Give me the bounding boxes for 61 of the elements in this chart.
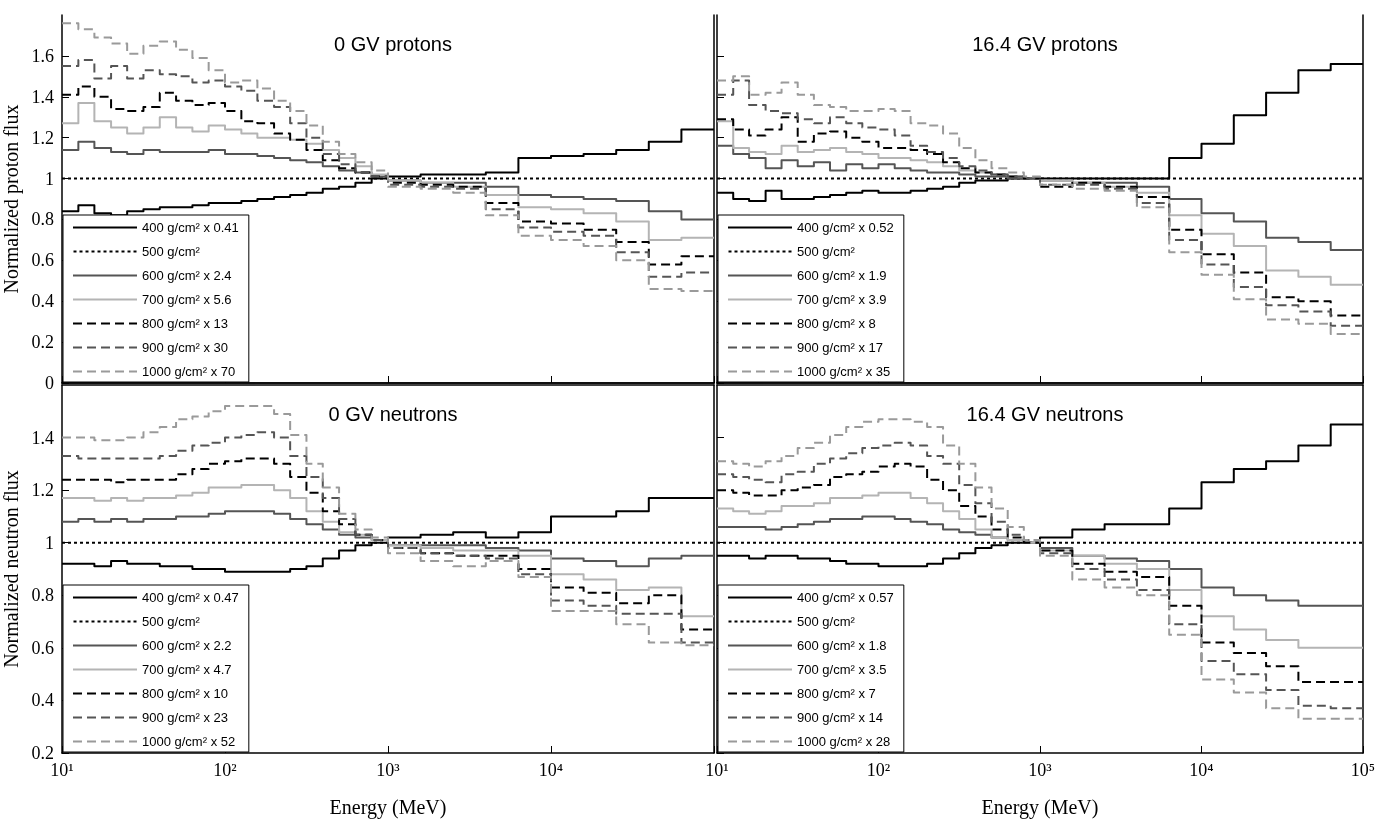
y-tick-label: 0 [45, 373, 54, 393]
y-tick-label: 1.6 [31, 45, 54, 66]
y-tick-label: 0.4 [31, 291, 54, 312]
legend-label: 600 g/cm² x 2.4 [142, 268, 232, 283]
legend-label: 700 g/cm² x 4.7 [142, 662, 232, 677]
text: 0 GV neutrons [328, 403, 458, 425]
y-tick-label: 1.2 [31, 480, 54, 501]
x-tick-label: 10¹ [50, 760, 74, 780]
legend-label: 1000 g/cm² x 28 [797, 734, 891, 749]
legend-label: 1000 g/cm² x 35 [797, 364, 891, 379]
y-tick-label: 0.8 [31, 209, 54, 230]
legend-label: 400 g/cm² x 0.41 [142, 220, 239, 235]
y-tick-label: 0.2 [31, 743, 54, 763]
y-tick-label: 0.6 [31, 637, 54, 658]
legend-label: 700 g/cm² x 3.5 [797, 662, 887, 677]
legend-label: 900 g/cm² x 14 [797, 710, 883, 725]
x-tick-label: 10² [866, 760, 891, 780]
legend-label: 1000 g/cm² x 70 [142, 364, 236, 379]
legend-label: 1000 g/cm² x 52 [142, 734, 236, 749]
y-axis-title: Normalized neutron flux [0, 470, 22, 668]
y-axis-title: Normalized proton flux [0, 104, 23, 294]
legend-label: 600 g/cm² x 2.2 [142, 638, 232, 653]
y-tick-label: 1 [45, 532, 54, 553]
legend-label: 500 g/cm² [797, 244, 856, 259]
legend-label: 800 g/cm² x 10 [142, 686, 228, 701]
y-tick-label: 0.8 [31, 585, 54, 606]
x-axis-title: Energy (MeV) [329, 796, 447, 819]
x-tick-label: 10³ [376, 760, 401, 780]
legend-label: 700 g/cm² x 3.9 [797, 292, 887, 307]
y-tick-label: 0.2 [31, 332, 54, 353]
legend-label: 500 g/cm² [797, 614, 856, 629]
legend-label: 400 g/cm² x 0.47 [142, 590, 239, 605]
legend-label: 900 g/cm² x 17 [797, 340, 883, 355]
legend-label: 800 g/cm² x 8 [797, 316, 876, 331]
y-tick-label: 1.2 [31, 127, 54, 148]
legend-label: 900 g/cm² x 30 [142, 340, 228, 355]
y-tick-label: 1.4 [31, 86, 54, 107]
x-tick-label: 10² [213, 760, 237, 780]
y-tick-label: 1 [45, 168, 54, 189]
legend-label: 900 g/cm² x 23 [142, 710, 228, 725]
text: 16.4 GV neutrons [966, 403, 1124, 425]
legend-label: 800 g/cm² x 7 [797, 686, 876, 701]
legend-label: 400 g/cm² x 0.52 [797, 220, 894, 235]
y-tick-label: 1.4 [31, 427, 54, 448]
legend-label: 600 g/cm² x 1.9 [797, 268, 887, 283]
legend-label: 700 g/cm² x 5.6 [142, 292, 232, 307]
y-tick-label: 0.4 [31, 690, 54, 711]
x-tick-label: 10⁴ [1189, 760, 1214, 780]
x-axis-title: Energy (MeV) [981, 796, 1099, 819]
legend-label: 500 g/cm² [142, 614, 201, 629]
text: 16.4 GV protons [972, 33, 1118, 55]
x-tick-label: 10¹ [705, 760, 729, 780]
legend-label: 600 g/cm² x 1.8 [797, 638, 887, 653]
y-tick-label: 0.6 [31, 250, 54, 271]
legend-label: 500 g/cm² [142, 244, 201, 259]
x-tick-label: 10³ [1028, 760, 1053, 780]
x-tick-label: 10⁵ [1350, 760, 1376, 780]
legend-label: 400 g/cm² x 0.57 [797, 590, 894, 605]
text: 0 GV protons [334, 33, 452, 55]
x-tick-label: 10⁴ [538, 760, 564, 780]
legend-label: 800 g/cm² x 13 [142, 316, 228, 331]
